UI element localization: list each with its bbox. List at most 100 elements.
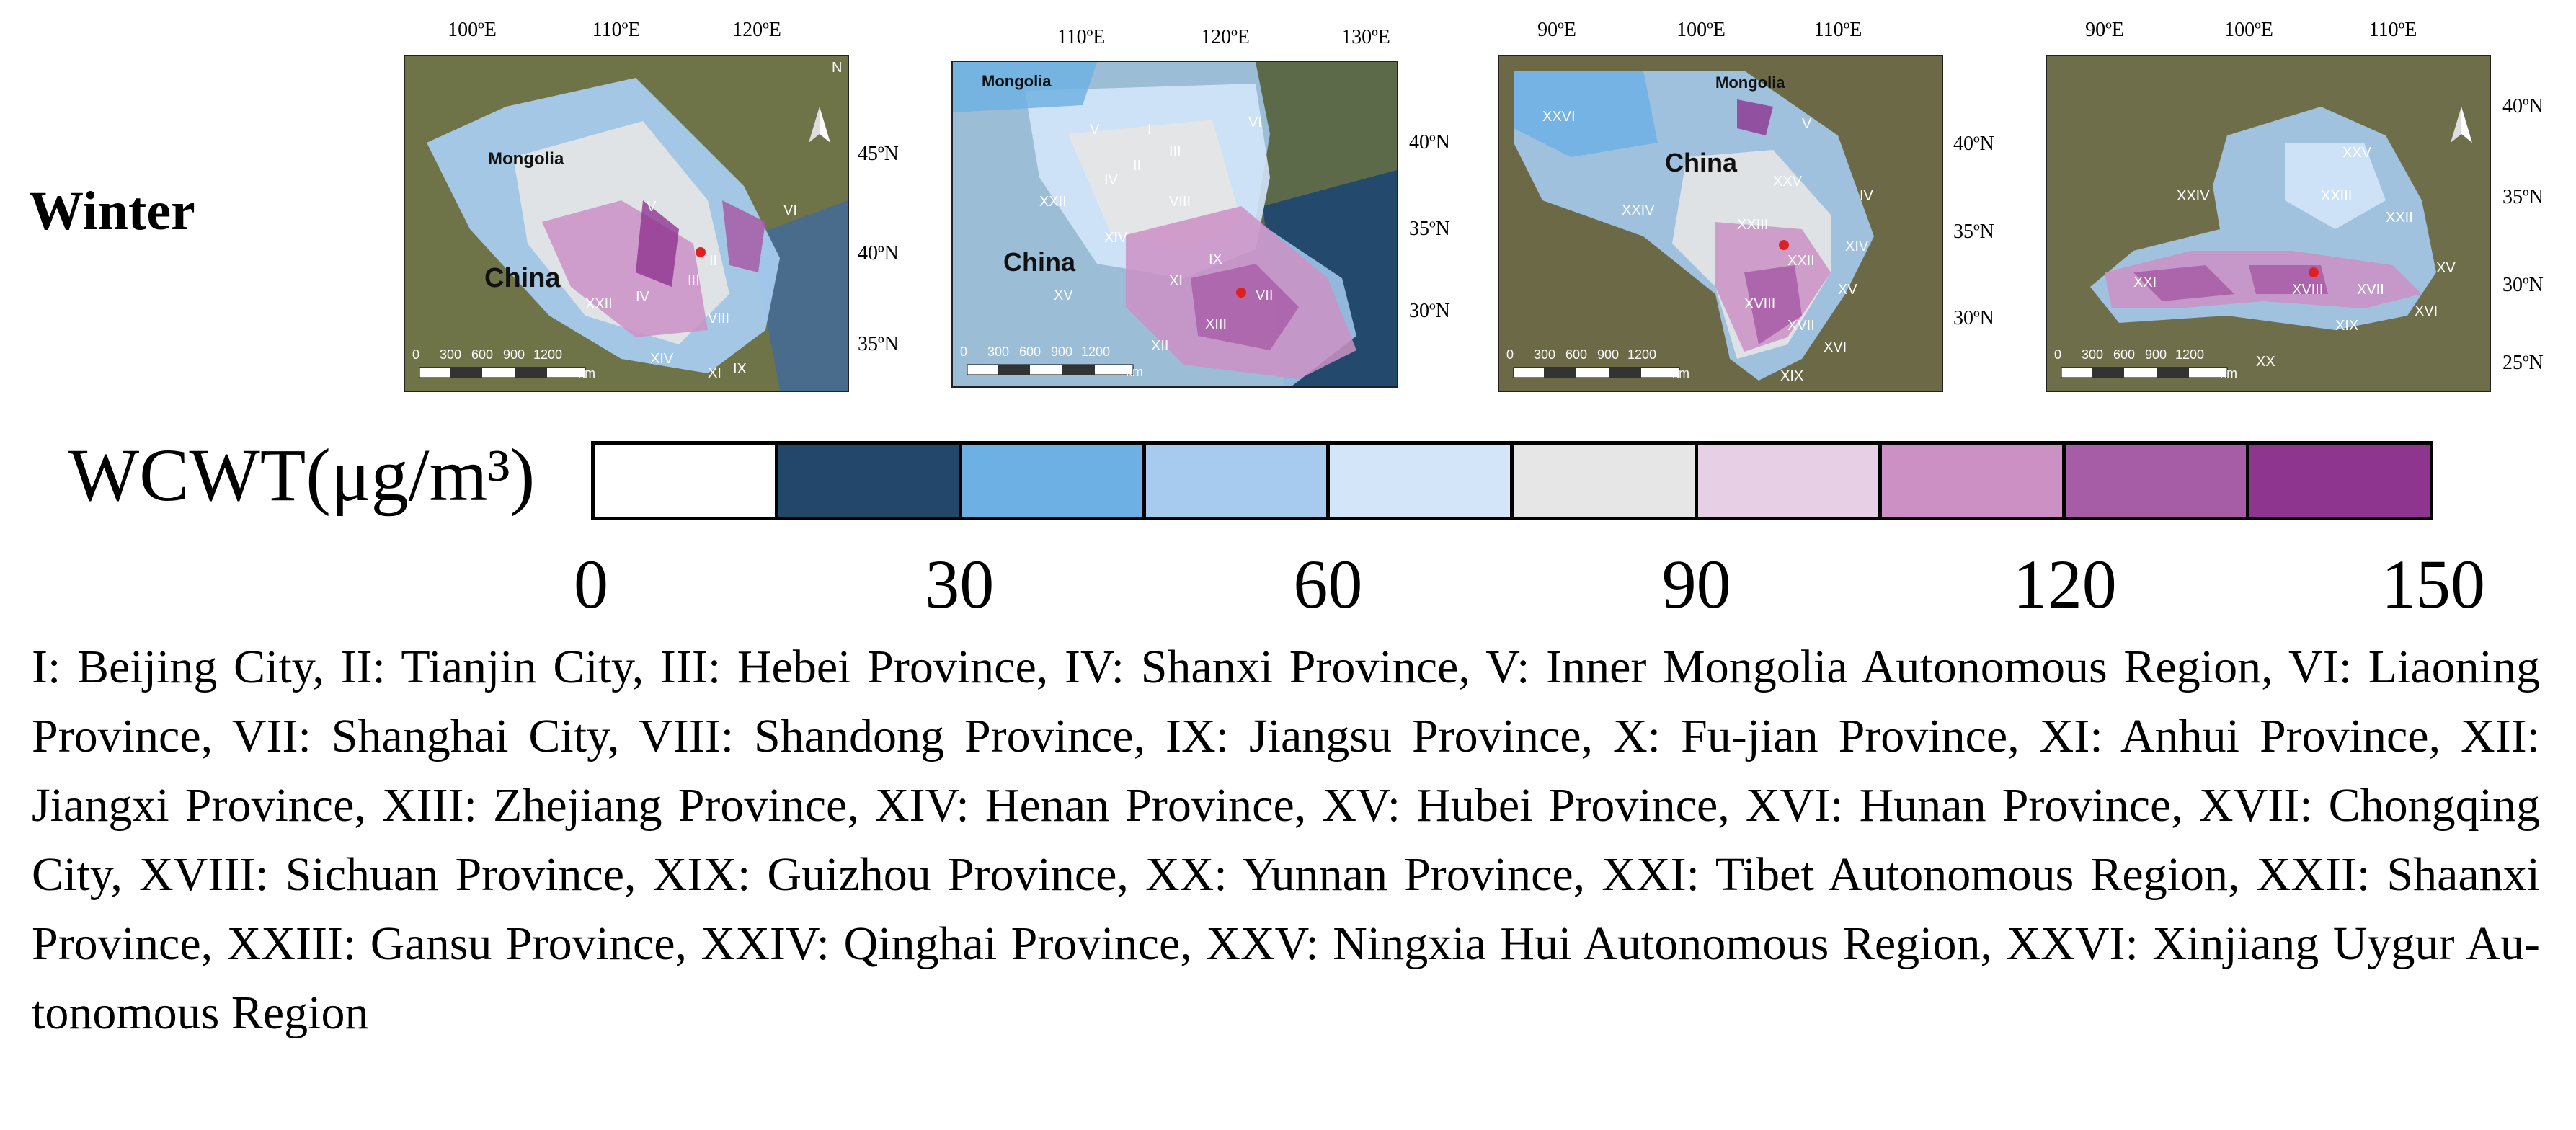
svg-text:XXIII: XXIII (2321, 188, 2352, 204)
svg-text:XVII: XVII (2357, 282, 2384, 298)
svg-text:I: I (1147, 122, 1152, 138)
legend-tick-label: 90 (1661, 546, 1731, 623)
legend-swatch (1697, 445, 1882, 517)
legend-swatch (595, 445, 779, 517)
svg-text:XV: XV (2436, 260, 2456, 276)
svg-text:0: 0 (2054, 347, 2061, 362)
legend-swatch (1514, 445, 1698, 517)
svg-text:XV: XV (1838, 282, 1857, 298)
svg-text:XXII: XXII (585, 296, 613, 312)
map-1-lon-tick: 120ºE (732, 19, 781, 41)
season-label: Winter (29, 181, 195, 241)
svg-text:II: II (709, 253, 717, 269)
map-3-label-china: China (1665, 148, 1738, 177)
svg-text:XXI: XXI (2133, 275, 2157, 290)
map-3-lat-tick: 40ºN (1953, 133, 1994, 155)
svg-text:XXII: XXII (1787, 253, 1815, 269)
svg-text:XIX: XIX (2335, 318, 2358, 334)
svg-text:300: 300 (1534, 347, 1555, 362)
svg-text:XXV: XXV (2342, 145, 2372, 161)
svg-text:600: 600 (1565, 347, 1587, 362)
map-4-graphic: XV XVI XVII XVIII XIX XX XXI XXII XXIII XXIV XXV… (2047, 56, 2490, 391)
svg-text:900: 900 (2145, 347, 2167, 362)
legend-swatch (2065, 445, 2249, 517)
svg-text:XXVI: XXVI (1542, 109, 1576, 125)
svg-text:XVI: XVI (1824, 339, 1847, 355)
svg-text:XI: XI (708, 365, 721, 381)
svg-text:IX: IX (1209, 252, 1222, 267)
map-2-lon-tick: 130ºE (1341, 26, 1390, 48)
map-panel-3: Mongolia China IV V XIV XV XVI XVII XVIII XIX … (1498, 55, 1943, 392)
svg-text:900: 900 (503, 347, 525, 362)
map-4-lat-tick: 25ºN (2502, 352, 2544, 374)
svg-text:km: km (578, 366, 595, 381)
svg-text:600: 600 (2113, 347, 2135, 362)
map-2-label-mongolia: Mongolia (982, 72, 1052, 90)
map-3-lat-tick: 30ºN (1953, 307, 1994, 329)
svg-text:900: 900 (1051, 344, 1072, 359)
map-3-lon-tick: 110ºE (1813, 19, 1862, 41)
legend-swatch (2249, 445, 2430, 517)
legend-tick-label: 150 (2381, 546, 2485, 623)
svg-text:km: km (1672, 366, 1689, 381)
legend-tick-label: 0 (574, 546, 608, 623)
map-4-lat-tick: 40ºN (2502, 95, 2544, 117)
map-1-lon-tick: 110ºE (592, 19, 641, 41)
svg-text:XVIII: XVIII (2292, 282, 2323, 298)
svg-text:VI: VI (1248, 115, 1262, 130)
svg-text:XVIII: XVIII (1744, 296, 1775, 312)
svg-text:III: III (1169, 143, 1181, 159)
map-2-lat-tick: 35ºN (1409, 218, 1450, 240)
svg-text:600: 600 (471, 347, 493, 362)
svg-text:XXV: XXV (1773, 174, 1803, 190)
svg-text:XIV: XIV (1845, 239, 1869, 254)
map-1-lat-tick: 35ºN (858, 333, 899, 355)
svg-text:1200: 1200 (2175, 347, 2204, 362)
map-3-lat-tick: 35ºN (1953, 221, 1994, 243)
svg-text:XIV: XIV (650, 351, 674, 367)
legend-swatch (1881, 445, 2066, 517)
svg-text:XXII: XXII (1039, 194, 1067, 210)
svg-text:300: 300 (440, 347, 461, 362)
map-4-lon-tick: 100ºE (2224, 19, 2273, 41)
map-4-lat-tick: 35ºN (2502, 186, 2544, 208)
svg-text:XXIII: XXIII (1737, 217, 1768, 233)
svg-text:VIII: VIII (1169, 194, 1191, 210)
map-2-lat-tick: 40ºN (1409, 131, 1450, 154)
region-key-caption: I: Beijing City, II: Tianjin City, III: … (32, 641, 2540, 1039)
svg-text:XV: XV (1054, 288, 1073, 303)
legend-tick-label: 120 (2012, 546, 2117, 623)
svg-text:VI: VI (783, 203, 797, 218)
svg-text:XIX: XIX (1780, 368, 1803, 384)
map-1-lat-tick: 45ºN (858, 143, 899, 165)
map-1-label-china: China (484, 263, 561, 293)
map-2-lat-tick: 30ºN (1409, 300, 1450, 322)
map-1-label-mongolia: Mongolia (488, 149, 564, 169)
svg-text:V: V (1090, 122, 1100, 138)
svg-text:XII: XII (1151, 338, 1168, 354)
svg-text:III: III (688, 273, 700, 289)
legend-tick-label: 30 (925, 546, 995, 623)
map-1-lat-tick: 40ºN (858, 242, 899, 264)
map-2-lon-tick: 110ºE (1057, 26, 1106, 48)
svg-text:XXII: XXII (2386, 210, 2413, 226)
svg-text:IV: IV (636, 289, 650, 305)
map-3-lon-tick: 100ºE (1676, 19, 1726, 41)
svg-text:300: 300 (987, 344, 1009, 359)
map-panel-4: XV XVI XVII XVIII XIX XX XXI XXII XXIII XXIV XXV… (2046, 55, 2491, 392)
legend-tick-label: 60 (1293, 546, 1363, 623)
svg-text:XVII: XVII (1787, 318, 1815, 334)
svg-text:XI: XI (1169, 273, 1183, 289)
svg-text:0: 0 (412, 347, 419, 362)
svg-text:900: 900 (1597, 347, 1619, 362)
map-1-lon-tick: 100ºE (448, 19, 497, 41)
map-panel-2: Mongolia China I II III IV V VI VII VIII IX XI X… (951, 61, 1398, 388)
svg-text:0: 0 (1506, 347, 1514, 362)
svg-text:km: km (2220, 366, 2237, 381)
svg-text:XVI: XVI (2415, 303, 2438, 319)
svg-text:IV: IV (1860, 188, 1874, 204)
svg-text:V: V (647, 199, 657, 215)
legend-swatch (1330, 445, 1514, 517)
